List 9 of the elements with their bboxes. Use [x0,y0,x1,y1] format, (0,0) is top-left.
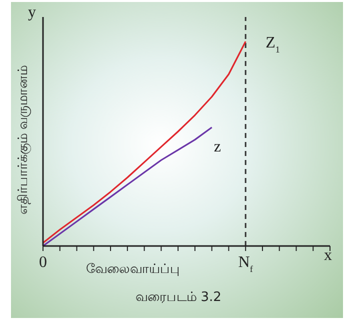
series-label: Z$_{1}$ [266,34,280,55]
x-tick-label: 0 [39,254,47,271]
x-tick-label: N$_{f}$ [238,254,253,274]
x-axis-title: வேலைவாய்ப்பு [86,262,180,278]
y-axis-title: எதிர்பார்க்கும் வருமானம் [16,65,32,215]
text: x [324,247,332,265]
series-label: z [214,138,221,156]
text: வரைபடம் 3.2 [134,290,222,306]
text: y [28,4,36,22]
